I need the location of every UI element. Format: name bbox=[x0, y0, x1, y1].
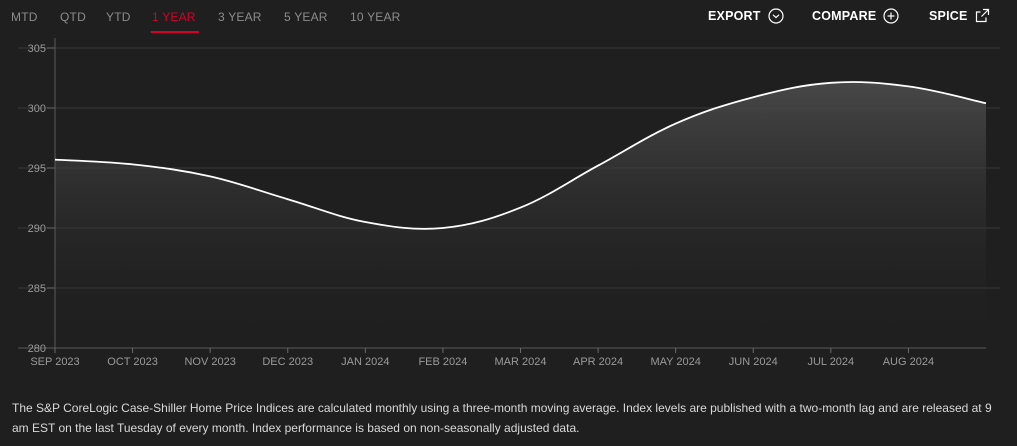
x-tick-label: SEP 2023 bbox=[30, 356, 79, 368]
y-tick-label: 295 bbox=[28, 163, 46, 175]
tab-5-year[interactable]: 5 YEAR bbox=[284, 10, 328, 24]
chart-svg: SEP 2023 OCT 2023 NOV 2023 DEC 2023 JAN 2024… bbox=[18, 38, 1000, 368]
y-tick-label: 300 bbox=[28, 103, 46, 115]
tab-10-year[interactable]: 10 YEAR bbox=[350, 10, 401, 24]
export-button[interactable]: EXPORT bbox=[708, 8, 784, 24]
data-point bbox=[984, 101, 988, 105]
data-point bbox=[829, 81, 833, 85]
data-point bbox=[906, 84, 910, 88]
price-index-chart: SEP 2023 OCT 2023 NOV 2023 DEC 2023 JAN 2024… bbox=[0, 36, 1017, 376]
chevron-down-circle-icon bbox=[768, 8, 784, 24]
data-point bbox=[751, 95, 755, 99]
tab-ytd[interactable]: YTD bbox=[106, 10, 131, 24]
tab-mtd[interactable]: MTD bbox=[11, 10, 38, 24]
x-tick-label: MAY 2024 bbox=[650, 356, 700, 368]
spice-label: SPICE bbox=[929, 8, 968, 23]
x-tick-label: JUL 2024 bbox=[807, 356, 854, 368]
tab-1-year[interactable]: 1 YEAR bbox=[152, 10, 196, 24]
plus-circle-icon bbox=[883, 8, 899, 24]
data-point bbox=[53, 158, 57, 162]
external-link-icon bbox=[975, 8, 990, 23]
tab-qtd[interactable]: QTD bbox=[60, 10, 86, 24]
data-point bbox=[674, 122, 678, 126]
data-point bbox=[208, 174, 212, 178]
data-point bbox=[131, 162, 135, 166]
series-line bbox=[54, 81, 987, 230]
area-fill bbox=[55, 82, 986, 349]
y-tick-label: 280 bbox=[28, 343, 46, 355]
x-tick-label: JAN 2024 bbox=[341, 356, 389, 368]
x-tick-label: MAR 2024 bbox=[495, 356, 547, 368]
x-tick-label: DEC 2023 bbox=[262, 356, 313, 368]
data-point bbox=[441, 226, 445, 230]
x-tick-label: NOV 2023 bbox=[184, 356, 235, 368]
x-tick-label: OCT 2023 bbox=[107, 356, 158, 368]
x-tick-label: AUG 2024 bbox=[883, 356, 934, 368]
data-point bbox=[363, 220, 367, 224]
export-label: EXPORT bbox=[708, 9, 761, 23]
data-point bbox=[286, 197, 290, 201]
data-point bbox=[519, 206, 523, 210]
tab-3-year[interactable]: 3 YEAR bbox=[218, 10, 262, 24]
y-tick-label: 285 bbox=[28, 283, 46, 295]
toolbar: MTD QTD YTD 1 YEAR 3 YEAR 5 YEAR 10 YEAR… bbox=[0, 0, 1017, 36]
x-tick-label: APR 2024 bbox=[573, 356, 623, 368]
x-tick-label: FEB 2024 bbox=[418, 356, 467, 368]
y-tick-label: 305 bbox=[28, 43, 46, 55]
footnote: The S&P CoreLogic Case-Shiller Home Pric… bbox=[12, 401, 992, 435]
x-tick-label: JUN 2024 bbox=[729, 356, 778, 368]
data-point bbox=[596, 164, 600, 168]
compare-button[interactable]: COMPARE bbox=[812, 8, 899, 24]
active-tab-indicator bbox=[151, 31, 199, 33]
spice-link[interactable]: SPICE bbox=[929, 8, 990, 23]
compare-label: COMPARE bbox=[812, 9, 877, 23]
y-tick-label: 290 bbox=[28, 223, 46, 235]
